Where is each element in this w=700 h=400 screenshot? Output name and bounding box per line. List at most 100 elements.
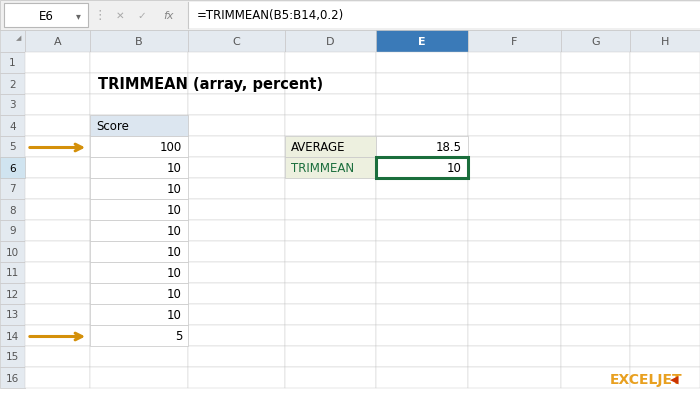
Text: B: B <box>135 37 143 47</box>
Bar <box>285 157 376 178</box>
Text: 12: 12 <box>6 290 19 300</box>
Text: 10: 10 <box>167 288 182 301</box>
Bar <box>285 262 376 283</box>
Bar <box>468 325 561 346</box>
Bar <box>376 346 468 367</box>
Bar <box>468 304 561 325</box>
Bar <box>630 73 700 94</box>
Text: 10: 10 <box>167 267 182 280</box>
Bar <box>561 52 630 73</box>
Bar <box>0 304 25 325</box>
Bar <box>25 52 90 73</box>
Bar <box>376 73 468 94</box>
Bar <box>0 0 700 30</box>
Bar <box>561 304 630 325</box>
Bar <box>561 283 630 304</box>
Bar <box>285 94 376 115</box>
Bar <box>376 136 468 157</box>
Bar <box>0 115 25 136</box>
Text: 6: 6 <box>9 164 16 174</box>
Text: 4: 4 <box>9 122 16 132</box>
Bar <box>561 94 630 115</box>
Text: 100: 100 <box>160 141 182 154</box>
Bar <box>188 178 285 199</box>
Bar <box>376 30 468 52</box>
Bar <box>25 157 90 178</box>
Bar <box>0 157 25 178</box>
Bar <box>188 262 285 283</box>
Bar <box>468 262 561 283</box>
Bar <box>4 3 88 27</box>
Bar <box>561 325 630 346</box>
Bar <box>468 115 561 136</box>
Bar <box>285 367 376 388</box>
Bar <box>188 325 285 346</box>
Bar <box>376 304 468 325</box>
Bar <box>376 136 468 157</box>
Bar <box>285 52 376 73</box>
Bar <box>25 262 90 283</box>
Bar <box>188 30 285 52</box>
Bar <box>561 30 630 52</box>
Text: 2: 2 <box>9 80 16 90</box>
Bar <box>285 241 376 262</box>
Bar <box>90 136 188 157</box>
Bar <box>188 94 285 115</box>
Bar <box>376 367 468 388</box>
Bar <box>376 157 468 178</box>
Bar <box>376 94 468 115</box>
Bar <box>630 262 700 283</box>
Bar <box>188 220 285 241</box>
Bar <box>468 136 561 157</box>
Bar <box>90 115 188 136</box>
Bar <box>376 220 468 241</box>
Bar <box>561 157 630 178</box>
Bar <box>376 283 468 304</box>
Text: ◀: ◀ <box>670 375 678 385</box>
Bar <box>630 52 700 73</box>
Text: AVERAGE: AVERAGE <box>291 141 346 154</box>
Bar <box>0 73 25 94</box>
Bar <box>0 346 25 367</box>
Bar <box>25 241 90 262</box>
Text: 1: 1 <box>9 58 16 68</box>
Bar <box>188 304 285 325</box>
Bar <box>468 283 561 304</box>
Bar <box>285 346 376 367</box>
Bar <box>285 199 376 220</box>
Bar <box>376 262 468 283</box>
Bar <box>630 346 700 367</box>
Text: F: F <box>511 37 518 47</box>
Text: E: E <box>418 37 426 47</box>
Bar <box>0 367 25 388</box>
Bar <box>189 2 700 28</box>
Bar <box>561 178 630 199</box>
Text: 6: 6 <box>9 164 16 174</box>
Bar <box>0 262 25 283</box>
Bar <box>188 241 285 262</box>
Text: ▾: ▾ <box>76 11 80 21</box>
Bar <box>90 241 188 262</box>
Bar <box>468 241 561 262</box>
Bar <box>0 220 25 241</box>
Bar <box>188 157 285 178</box>
Bar <box>630 136 700 157</box>
Bar <box>25 367 90 388</box>
Bar <box>468 199 561 220</box>
Bar <box>188 199 285 220</box>
Bar <box>285 157 376 178</box>
Bar <box>285 73 376 94</box>
Bar <box>468 178 561 199</box>
Bar <box>561 199 630 220</box>
Bar <box>25 283 90 304</box>
Text: TRIMMEAN (array, percent): TRIMMEAN (array, percent) <box>98 77 323 92</box>
Bar <box>90 30 188 52</box>
Bar <box>285 136 376 157</box>
Bar <box>188 346 285 367</box>
Bar <box>90 157 188 178</box>
Text: H: H <box>661 37 669 47</box>
Bar <box>468 52 561 73</box>
Bar <box>25 199 90 220</box>
Bar <box>90 325 188 346</box>
Text: 11: 11 <box>6 268 19 278</box>
